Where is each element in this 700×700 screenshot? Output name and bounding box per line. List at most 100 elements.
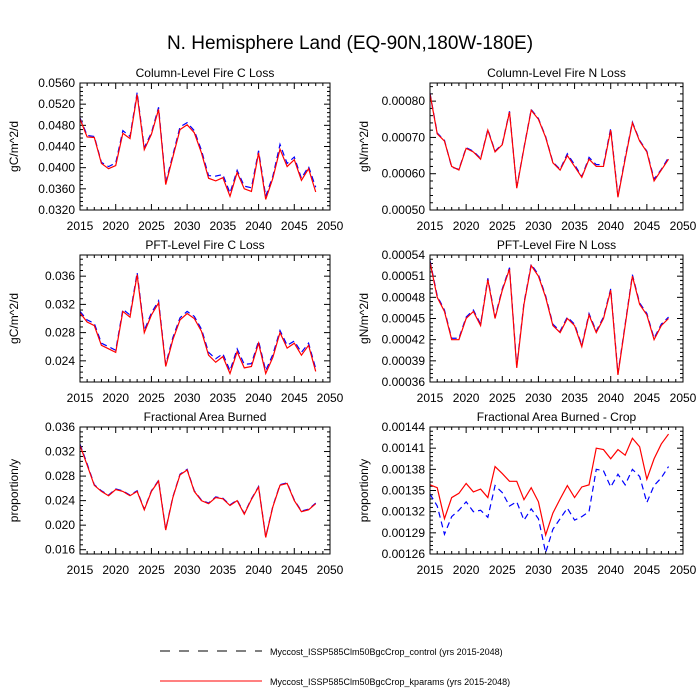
x-tick-label: 2015 [67, 219, 94, 233]
y-tick-label: 0.00070 [382, 130, 426, 144]
panel-title: Column-Level Fire N Loss [487, 66, 626, 80]
panel-0: Column-Level Fire C Loss gC/m^2/d 2015 2020… [7, 66, 344, 233]
x-tick-label: 2040 [597, 563, 624, 577]
x-tick-label: 2035 [210, 391, 237, 405]
x-tick-label: 2020 [102, 563, 129, 577]
x-tick-label: 2030 [525, 219, 552, 233]
y-tick-label: 0.00054 [382, 248, 426, 262]
x-tick-label: 2040 [597, 219, 624, 233]
y-tick-label: 0.00138 [382, 462, 426, 476]
y-tick-label: 0.0440 [38, 140, 75, 154]
panel-title: Fractional Area Burned - Crop [477, 410, 637, 424]
plot-frame [79, 254, 331, 383]
x-tick-label: 2040 [245, 391, 272, 405]
series-line-control [429, 466, 670, 555]
x-tick-label: 2015 [417, 391, 444, 405]
legend-item: Myccost_ISSP585Clm50BgcCrop_control (yrs… [160, 647, 503, 657]
y-tick-label: 0.00144 [382, 420, 426, 434]
y-axis-label: gC/m^2/d [7, 293, 21, 344]
y-tick-label: 0.00141 [382, 441, 426, 455]
series-line-kparams [79, 94, 317, 200]
x-tick-label: 2045 [634, 563, 661, 577]
x-tick-label: 2030 [525, 563, 552, 577]
x-tick-label: 2025 [489, 219, 516, 233]
x-tick-label: 2050 [670, 219, 697, 233]
plot-frame [79, 426, 331, 555]
y-tick-label: 0.00042 [382, 333, 426, 347]
x-tick-label: 2035 [210, 563, 237, 577]
x-tick-label: 2020 [102, 219, 129, 233]
series-line-kparams [429, 93, 670, 198]
x-tick-label: 2040 [245, 563, 272, 577]
y-tick-label: 0.032 [45, 297, 75, 311]
x-tick-label: 2025 [489, 391, 516, 405]
x-tick-label: 2015 [417, 563, 444, 577]
y-tick-label: 0.00051 [382, 269, 426, 283]
y-tick-label: 0.00045 [382, 312, 426, 326]
panel-5: Fractional Area Burned - Crop proportion/… [357, 410, 697, 577]
x-tick-label: 2020 [453, 563, 480, 577]
y-axis-label: gN/m^2/d [357, 293, 371, 344]
y-axis-label: gC/m^2/d [7, 121, 21, 172]
legend-item: Myccost_ISSP585Clm50BgcCrop_kparams (yrs… [160, 677, 510, 687]
x-tick-label: 2015 [417, 219, 444, 233]
x-tick-label: 2035 [561, 219, 588, 233]
x-tick-label: 2025 [138, 391, 165, 405]
y-tick-label: 0.00080 [382, 94, 426, 108]
panel-4: Fractional Area Burned proportion/y 2015 20… [7, 410, 344, 577]
x-tick-label: 2045 [281, 219, 308, 233]
y-tick-label: 0.024 [45, 354, 75, 368]
series-line-control [429, 93, 670, 197]
y-tick-label: 0.0520 [38, 97, 75, 111]
x-tick-label: 2015 [67, 391, 94, 405]
x-tick-label: 2020 [453, 219, 480, 233]
y-tick-label: 0.00036 [382, 375, 426, 389]
panel-1: Column-Level Fire N Loss gN/m^2/d 2015 2020… [357, 66, 697, 233]
panel-title: Fractional Area Burned [144, 410, 267, 424]
x-tick-label: 2045 [634, 391, 661, 405]
series-line-kparams [429, 261, 669, 376]
y-tick-label: 0.016 [45, 543, 75, 557]
y-tick-label: 0.0480 [38, 118, 75, 132]
y-tick-label: 0.0400 [38, 161, 75, 175]
x-tick-label: 2050 [670, 563, 697, 577]
y-tick-label: 0.020 [45, 518, 75, 532]
series-line-control [79, 272, 317, 373]
plot-frame [429, 426, 684, 555]
x-tick-label: 2035 [561, 391, 588, 405]
y-tick-label: 0.036 [45, 420, 75, 434]
panel-title: Column-Level Fire C Loss [136, 66, 275, 80]
y-tick-label: 0.0320 [38, 203, 75, 217]
y-tick-label: 0.028 [45, 469, 75, 483]
x-tick-label: 2050 [670, 391, 697, 405]
panel-2: PFT-Level Fire C Loss gC/m^2/d 2015 2020 202… [7, 238, 344, 405]
x-tick-label: 2025 [489, 563, 516, 577]
y-tick-label: 0.032 [45, 445, 75, 459]
y-tick-label: 0.0360 [38, 182, 75, 196]
plot-frame [79, 82, 331, 211]
y-tick-label: 0.00060 [382, 167, 426, 181]
series-line-kparams [79, 445, 317, 538]
x-tick-label: 2025 [138, 563, 165, 577]
y-tick-label: 0.036 [45, 269, 75, 283]
series-line-kparams [79, 274, 317, 376]
y-tick-label: 0.00135 [382, 484, 426, 498]
x-tick-label: 2035 [561, 563, 588, 577]
x-tick-label: 2050 [317, 219, 344, 233]
x-tick-label: 2030 [174, 219, 201, 233]
y-tick-label: 0.00048 [382, 290, 426, 304]
x-tick-label: 2030 [525, 391, 552, 405]
x-tick-label: 2015 [67, 563, 94, 577]
x-tick-label: 2020 [453, 391, 480, 405]
x-tick-label: 2020 [102, 391, 129, 405]
y-tick-label: 0.028 [45, 326, 75, 340]
x-tick-label: 2045 [281, 563, 308, 577]
x-tick-label: 2050 [317, 563, 344, 577]
y-tick-label: 0.00132 [382, 505, 426, 519]
legend-label: Myccost_ISSP585Clm50BgcCrop_kparams (yrs… [270, 677, 510, 687]
y-axis-label: gN/m^2/d [357, 121, 371, 172]
x-tick-label: 2040 [597, 391, 624, 405]
x-tick-label: 2030 [174, 391, 201, 405]
panel-3: PFT-Level Fire N Loss gN/m^2/d 2015 2020 202… [357, 238, 697, 405]
